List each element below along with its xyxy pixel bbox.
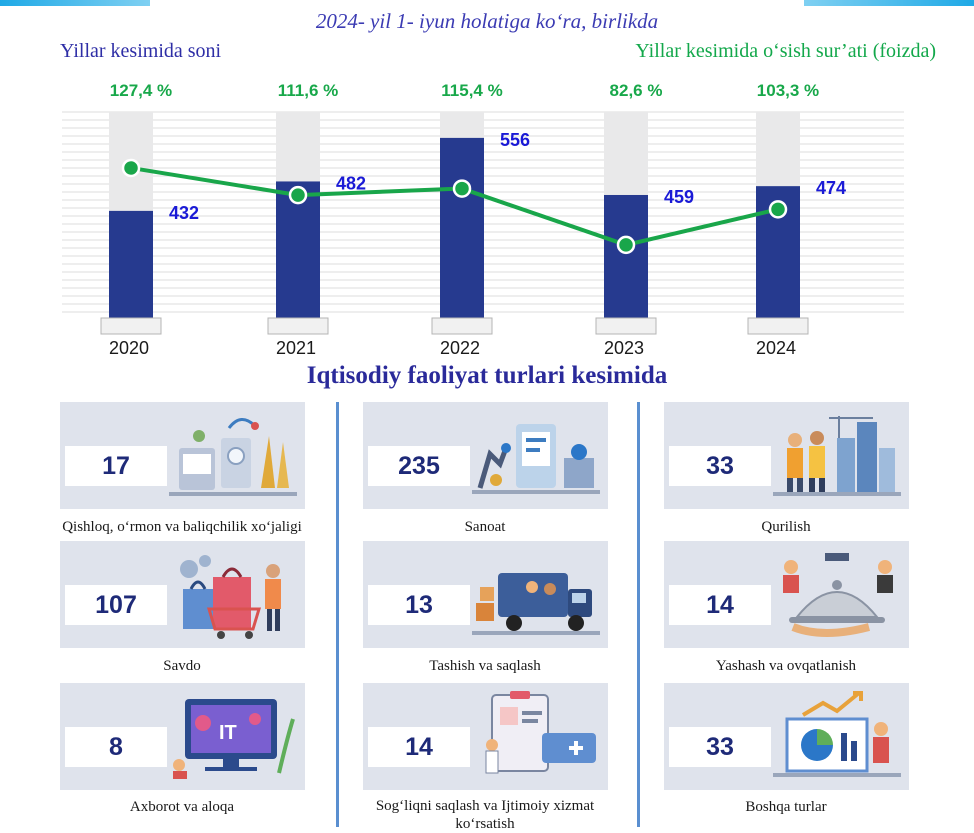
sector-card-industry: 235 — [363, 402, 608, 509]
sector-value: 33 — [706, 452, 734, 480]
growth-point — [616, 235, 636, 255]
growth-rate-label: 103,3 % — [757, 81, 819, 100]
sector-card-health: 14 — [363, 683, 608, 790]
sector-card-it: 8 IT — [60, 683, 305, 790]
sector-label: Boshqa turlar — [745, 799, 827, 815]
value-box: 33 — [669, 446, 771, 486]
medical-icon — [485, 691, 596, 774]
sector-label: Sog‘liqni saqlash va Ijtimoiy xizmat ko‘… — [375, 798, 595, 832]
x-tick-label: 2021 — [276, 338, 316, 358]
sector-card-hospitality: 14 — [664, 541, 909, 648]
bar-base — [267, 317, 329, 335]
sector-value: 107 — [95, 591, 137, 619]
it-icon: IT — [173, 699, 295, 779]
section-title: Iqtisodiy faoliyat turlari kesimida — [306, 362, 668, 389]
sector-card-trade: 107 — [60, 541, 305, 648]
corner-accent-left — [0, 0, 150, 6]
x-tick-label: 2024 — [756, 338, 796, 358]
sector-card-other: 33 — [664, 683, 909, 790]
bar-base — [747, 317, 809, 335]
growth-point — [288, 185, 308, 205]
sector-card-construction: 33 — [664, 402, 909, 509]
construction-icon — [773, 416, 901, 496]
chart-subtitle: 2024- yil 1- iyun holatiga ko‘ra, birlik… — [315, 9, 659, 33]
bar-base — [595, 317, 657, 335]
sector-card-transport: 13 — [363, 541, 608, 648]
svg-text:IT: IT — [219, 722, 237, 744]
sector-value: 13 — [405, 591, 433, 619]
sector-value: 17 — [102, 452, 130, 480]
sector-label: Tashish va saqlash — [429, 658, 541, 674]
combo-chart: 2020 432 127,4 % 2021 482 111,6 % 2022 556 115,4… — [62, 81, 904, 358]
shopping-icon — [180, 555, 281, 639]
value-box: 107 — [65, 585, 167, 625]
value-box: 33 — [669, 727, 771, 767]
sector-value: 14 — [706, 591, 734, 619]
bar-base — [100, 317, 162, 335]
growth-rate-label: 115,4 % — [441, 81, 502, 100]
corner-accent-right — [804, 0, 974, 6]
bar — [109, 210, 153, 318]
growth-point — [121, 158, 141, 178]
value-box: 235 — [368, 446, 470, 486]
sector-value: 235 — [398, 452, 440, 480]
sector-label: Savdo — [163, 658, 201, 674]
bar-value-label: 482 — [336, 173, 366, 193]
x-tick-label: 2022 — [440, 338, 480, 358]
column-separator — [336, 402, 339, 827]
bar — [604, 194, 648, 318]
sector-card-agriculture: 17 — [60, 402, 305, 509]
growth-point — [768, 200, 788, 219]
bar-value-label: 459 — [664, 187, 694, 207]
sector-label: Axborot va aloqa — [129, 799, 235, 815]
value-box: 17 — [65, 446, 167, 486]
value-box: 14 — [669, 585, 771, 625]
truck-icon — [472, 573, 600, 635]
sector-label: Qurilish — [761, 519, 811, 535]
growth-rate-label: Yillar kesimida o‘sish sur’ati (foizda) — [635, 40, 936, 62]
sector-label: Sanoat — [464, 519, 506, 535]
x-tick-label: 2020 — [109, 338, 149, 358]
sector-value: 8 — [109, 733, 123, 761]
value-box: 14 — [368, 727, 470, 767]
bar-value-label: 556 — [500, 130, 530, 150]
sector-label: Yashash va ovqatlanish — [715, 658, 857, 674]
agriculture-icon — [169, 418, 297, 496]
growth-rate-label: 82,6 % — [610, 81, 663, 100]
bar-base — [431, 317, 493, 335]
analytics-icon — [773, 691, 901, 777]
value-box: 8 — [65, 727, 167, 767]
sector-value: 33 — [706, 733, 734, 761]
growth-rate-label: 127,4 % — [110, 81, 172, 100]
count-label: Yillar kesimida soni — [60, 40, 222, 62]
sector-label: Qishloq, o‘rmon va baliqchilik xo‘jaligi — [62, 519, 302, 535]
bar-value-label: 474 — [816, 178, 846, 198]
factory-icon — [472, 424, 600, 494]
bar — [440, 137, 484, 318]
value-box: 13 — [368, 585, 470, 625]
x-tick-label: 2023 — [604, 338, 644, 358]
growth-rate-label: 111,6 % — [278, 81, 339, 100]
growth-point — [452, 179, 472, 198]
cloche-icon — [783, 553, 893, 637]
sector-value: 14 — [405, 733, 433, 761]
column-separator — [637, 402, 640, 827]
bar-value-label: 432 — [169, 203, 199, 223]
